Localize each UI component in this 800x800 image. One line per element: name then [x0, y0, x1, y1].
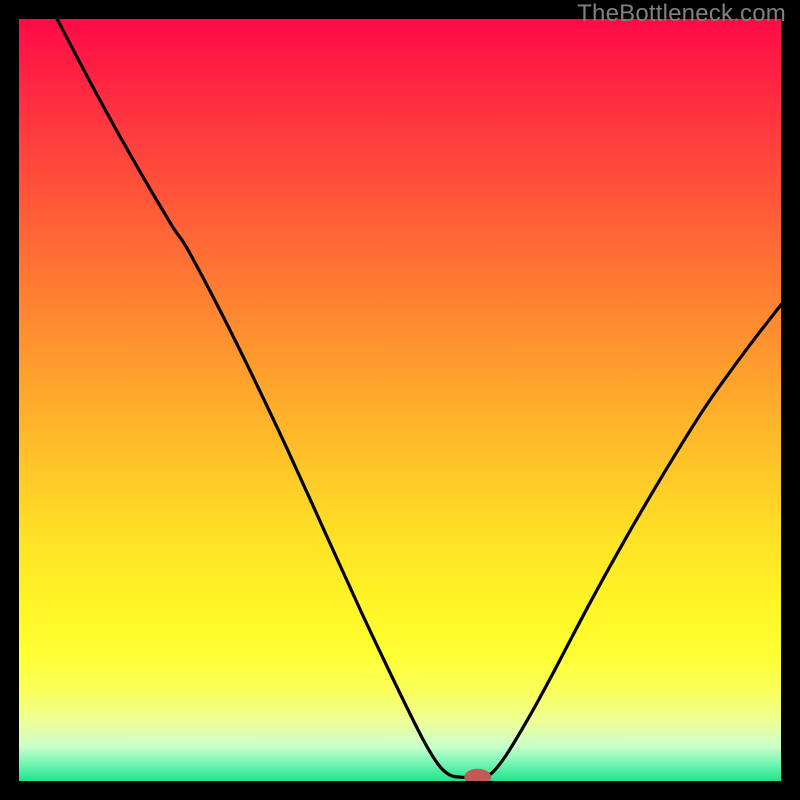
gradient-background: [19, 19, 781, 781]
chart-frame: TheBottleneck.com: [0, 0, 800, 800]
optimal-point-marker: [465, 769, 491, 781]
watermark-label: TheBottleneck.com: [577, 0, 786, 28]
chart-svg: [19, 19, 781, 781]
plot-area: [19, 19, 781, 781]
